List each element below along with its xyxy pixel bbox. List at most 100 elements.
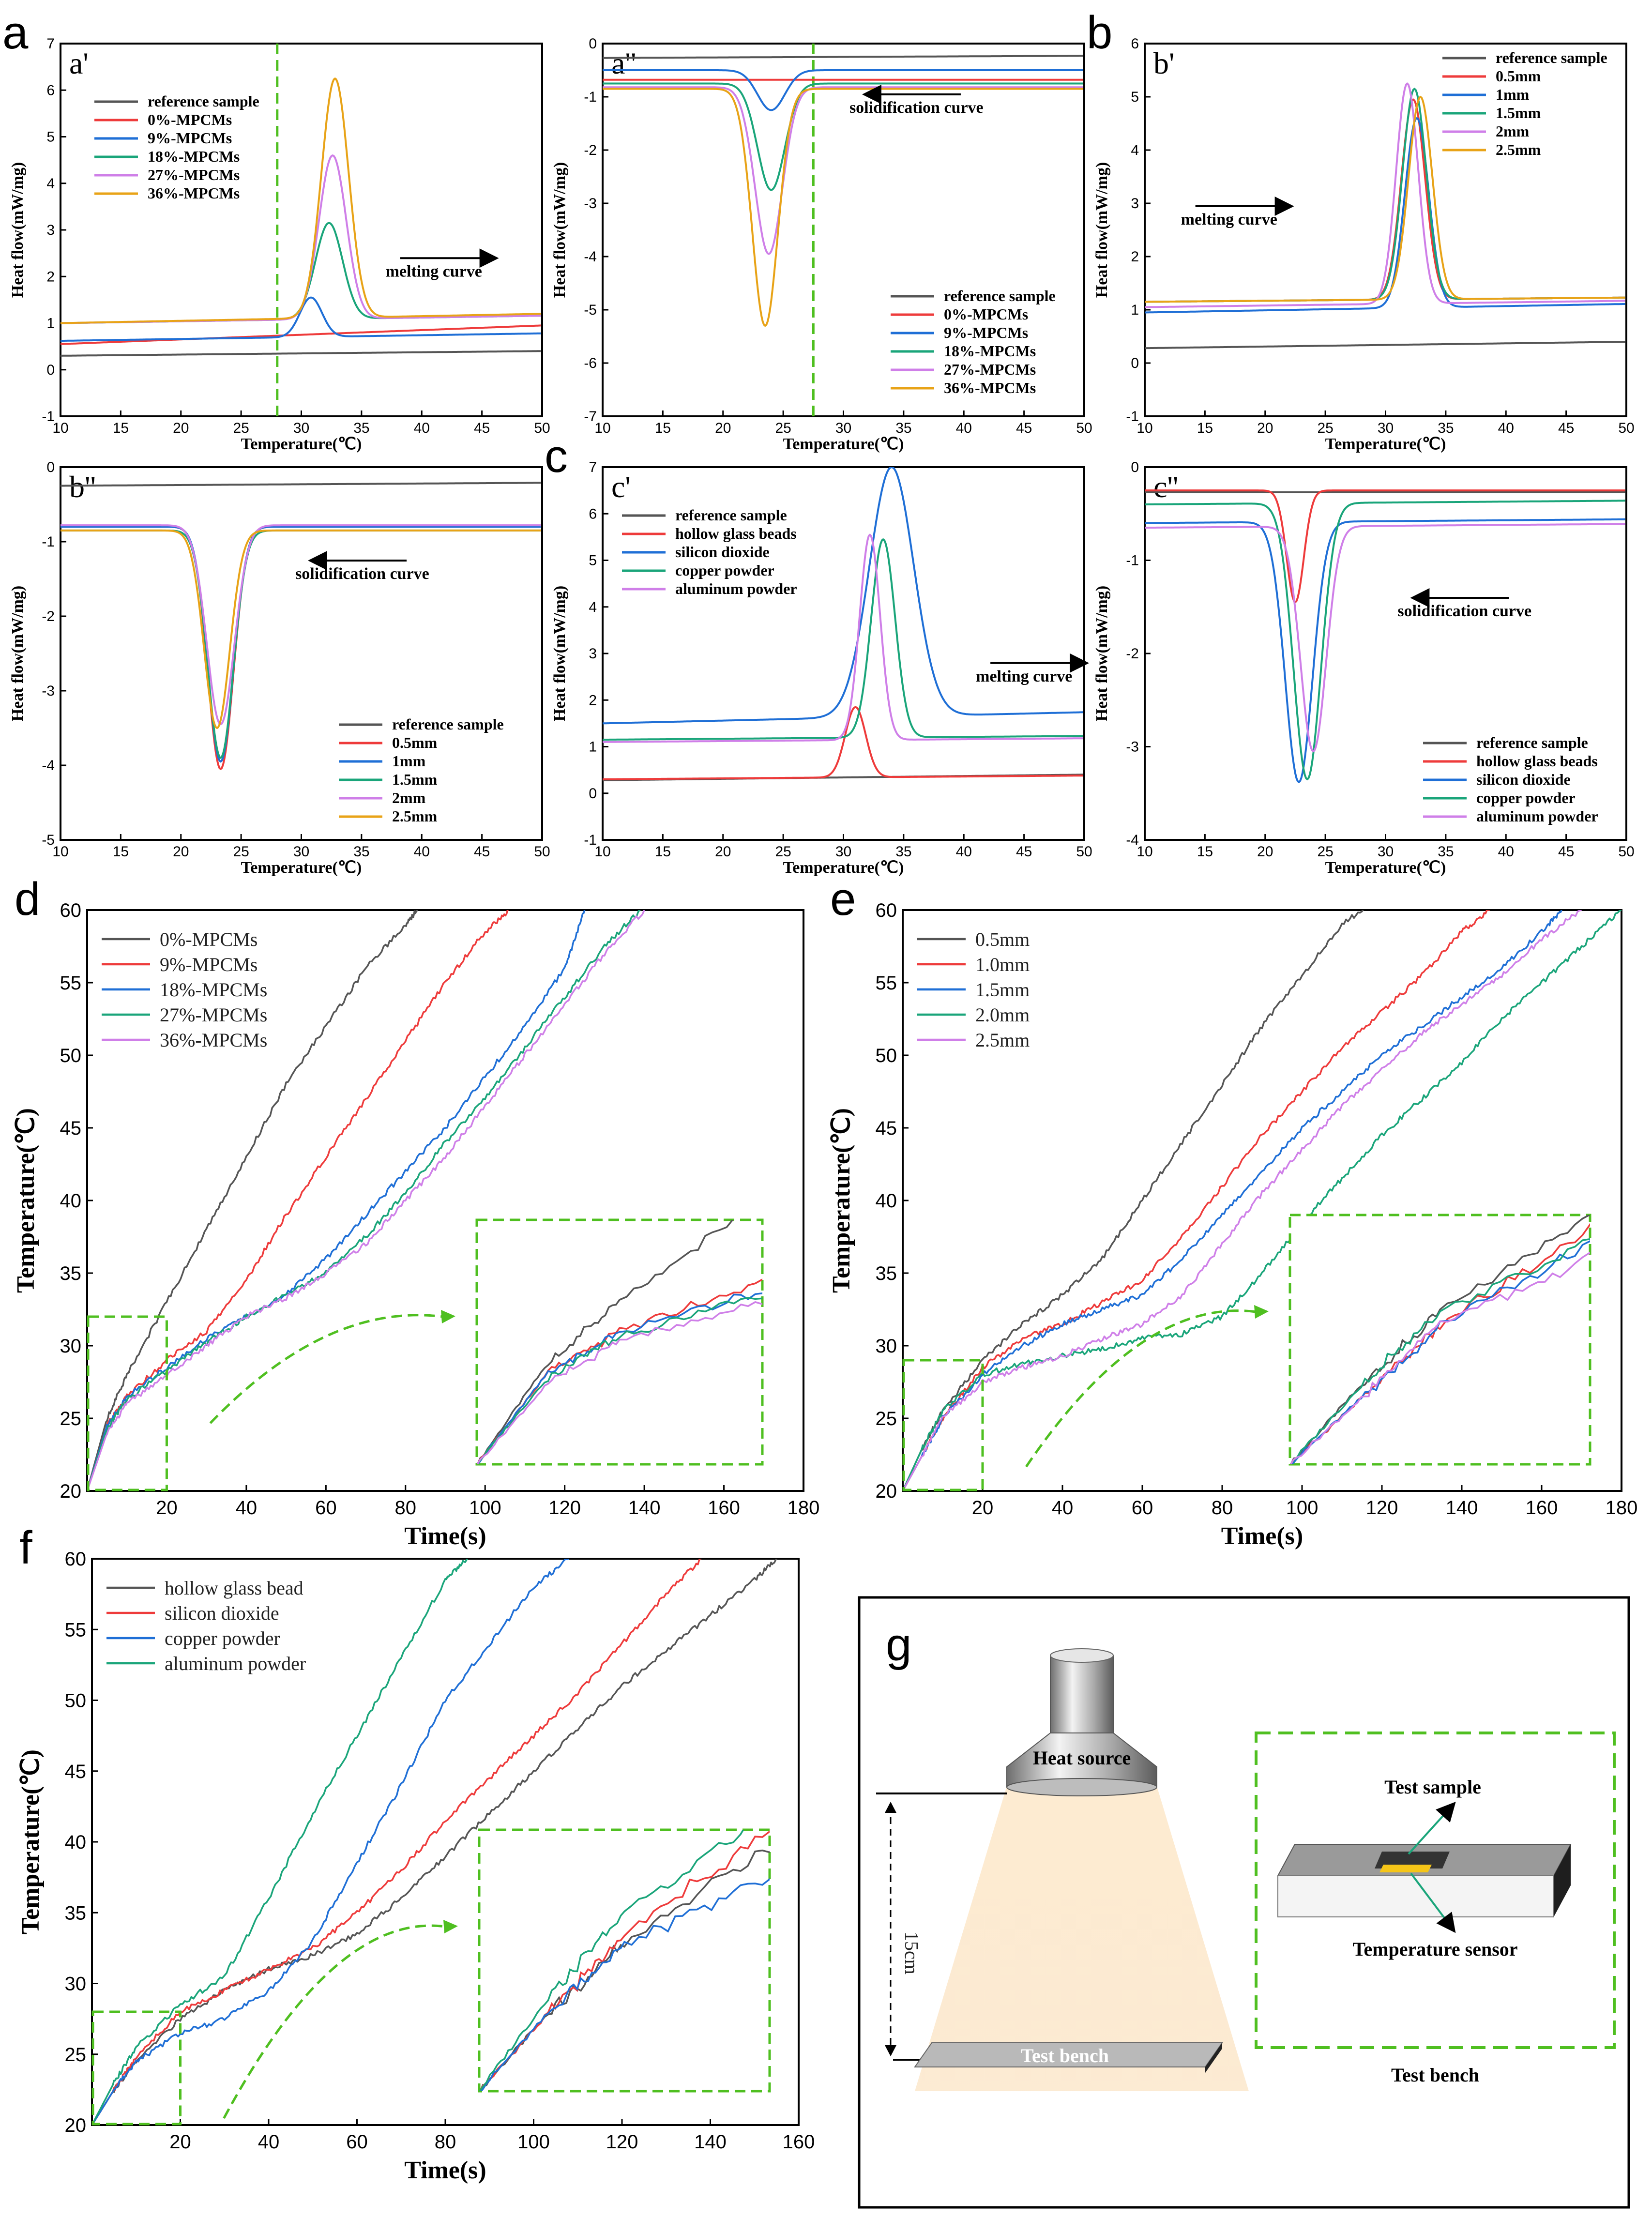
- x-tick-label: 20: [715, 420, 731, 436]
- x-tick-label: 10: [52, 420, 68, 436]
- curve-annotation: solidification curve: [295, 565, 429, 583]
- chart-a1: 10 15 20 25 30 35 40 45 50-101234567Temperature(…: [2, 7, 550, 453]
- legend-label: 2.5mm: [975, 1029, 1030, 1051]
- x-tick-label: 15: [655, 844, 671, 860]
- test-bench-edge: [1205, 2043, 1222, 2073]
- inset-line: [479, 1830, 744, 2091]
- series-line-36-mpcms: [87, 910, 645, 1491]
- plot-series-group: [603, 467, 1083, 781]
- x-tick-label: 40: [1498, 844, 1514, 860]
- x-tick-label: 50: [534, 420, 550, 436]
- y-tick-label: 4: [1131, 142, 1139, 158]
- legend-label: reference sample: [148, 92, 259, 110]
- legend-label: 9%-MPCMs: [160, 954, 258, 975]
- legend-label: reference sample: [1476, 734, 1588, 751]
- legend-label: 0%-MPCMs: [148, 111, 232, 128]
- series-line-2mm: [1145, 82, 1625, 308]
- series-line-1mm: [61, 526, 541, 763]
- y-tick-label: -2: [584, 142, 597, 158]
- y-tick-label: -5: [42, 832, 55, 848]
- legend-label: copper powder: [675, 562, 774, 579]
- series-line-hollow-glass-bead: [92, 1559, 777, 2125]
- x-tick-label: 45: [474, 844, 490, 860]
- x-tick-label: 50: [1618, 844, 1634, 860]
- x-axis-title: Temperature(℃): [783, 859, 904, 877]
- y-tick-label: -4: [1126, 832, 1139, 848]
- x-tick-label: 10: [594, 420, 610, 436]
- x-tick-label: 50: [534, 844, 550, 860]
- x-tick-label: 35: [353, 420, 369, 436]
- x-tick-label: 10: [594, 844, 610, 860]
- y-axis-title: Heat flow(mW/mg): [551, 586, 569, 721]
- y-tick-label: 50: [65, 1690, 87, 1712]
- y-tick-label: 6: [46, 82, 55, 98]
- curve-annotation: melting curve: [976, 668, 1072, 685]
- y-tick-label: 20: [65, 2115, 87, 2136]
- bench-side-face: [1554, 1844, 1571, 1917]
- y-tick-label: -1: [42, 409, 55, 425]
- x-tick-label: 45: [1558, 844, 1574, 860]
- inset-line: [479, 1830, 770, 2091]
- x-axis-title: Time(s): [1221, 1522, 1303, 1550]
- series-line-9-mpcms: [87, 910, 509, 1491]
- x-tick-label: 100: [517, 2131, 550, 2153]
- panel-label: a: [2, 7, 29, 59]
- x-tick-label: 40: [414, 420, 430, 436]
- series-line-2mm: [61, 524, 541, 726]
- x-tick-label: 140: [628, 1497, 661, 1519]
- zoom-region-box: [87, 1315, 168, 1491]
- legend-label: 1.0mm: [975, 954, 1030, 975]
- y-tick-label: -1: [1126, 409, 1139, 425]
- series-line-hollow-glass-beads: [603, 706, 1083, 780]
- x-tick-label: 100: [469, 1497, 501, 1519]
- plot-series-group: [603, 55, 1083, 327]
- x-tick-label: 50: [1618, 420, 1634, 436]
- y-tick-label: 0: [46, 459, 55, 475]
- x-axis-title: Temperature(℃): [241, 435, 362, 453]
- legend-label: 0.5mm: [1496, 67, 1541, 85]
- y-tick-label: 2: [46, 269, 55, 285]
- curve-annotation: melting curve: [1181, 211, 1277, 228]
- plot-series-group: [87, 910, 645, 1491]
- series-line-silicon-dioxide: [603, 467, 1083, 725]
- y-axis-title: Heat flow(mW/mg): [1093, 162, 1111, 298]
- series-line-18-mpcms: [603, 82, 1083, 191]
- sub-panel-label: b': [1153, 46, 1175, 80]
- legend-label: 18%-MPCMs: [148, 148, 240, 165]
- inset-line: [480, 1878, 770, 2091]
- y-tick-label: -1: [42, 534, 55, 550]
- y-tick-label: 30: [876, 1336, 897, 1357]
- temperature-sensor-label: Temperature sensor: [1352, 1938, 1517, 1960]
- chart-b2: 10 15 20 25 30 35 40 45 50 -5 -4 -3 -2 -1 0 Temperature…: [9, 459, 550, 877]
- sample-pointer: [1408, 1802, 1456, 1855]
- x-tick-label: 40: [236, 1497, 258, 1519]
- x-tick-label: 160: [783, 2131, 815, 2153]
- y-axis-title: Temperature(℃): [828, 1108, 855, 1293]
- inset-line: [477, 1297, 762, 1464]
- legend-label: silicon dioxide: [165, 1602, 279, 1624]
- x-tick-label: 50: [1076, 420, 1092, 436]
- y-axis-title: Heat flow(mW/mg): [9, 162, 27, 298]
- legend-label: 0.5mm: [975, 928, 1030, 950]
- x-tick-label: 25: [775, 844, 791, 860]
- x-tick-label: 35: [895, 420, 911, 436]
- x-tick-label: 10: [1137, 420, 1152, 436]
- chart-b1: 10 15 20 25 30 35 40 45 50-10123456Temperature(℃…: [1087, 7, 1635, 453]
- plot-series-group: [61, 77, 541, 357]
- y-tick-label: 3: [589, 646, 597, 662]
- x-tick-label: 120: [606, 2131, 638, 2153]
- sub-panel-label: b'': [69, 470, 96, 504]
- y-tick-label: 35: [876, 1263, 897, 1284]
- y-tick-label: 2: [589, 692, 597, 708]
- x-tick-label: 15: [655, 420, 671, 436]
- legend-label: 36%-MPCMs: [944, 379, 1036, 396]
- inset-box: [478, 1828, 771, 2093]
- legend-label: 27%-MPCMs: [148, 166, 240, 183]
- legend-label: hollow glass beads: [675, 525, 797, 542]
- plot-series-group: [1145, 489, 1625, 783]
- plot-frame: [1144, 466, 1627, 841]
- legend-label: 2.0mm: [975, 1004, 1030, 1026]
- series-line-hollow-glass-beads: [1145, 489, 1625, 604]
- y-tick-label: -4: [584, 249, 597, 265]
- y-tick-label: 3: [1131, 196, 1139, 212]
